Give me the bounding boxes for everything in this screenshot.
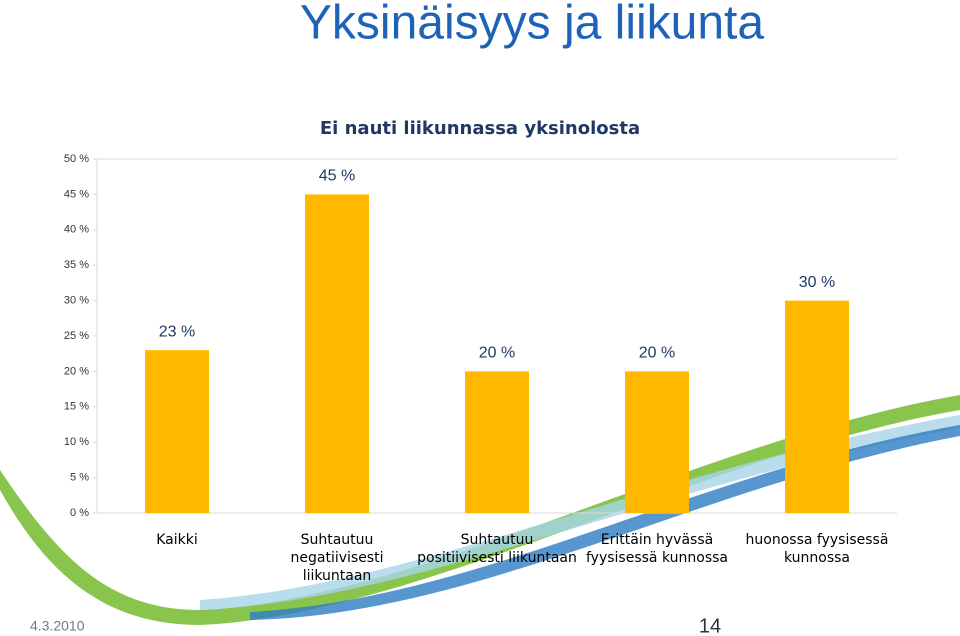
y-tick-label: 10 % [64,436,89,448]
x-tick-label: huonossa fyysisessä kunnossa [745,532,889,566]
bar [625,371,689,513]
y-tick-label: 5 % [70,472,89,484]
y-tick-label: 30 % [64,295,89,307]
slide-title: Yksinäisyys ja liikunta [300,0,764,50]
decor-swoosh-green [0,395,960,625]
chart-title: Ei nauti liikunnassa yksinolosta [320,118,640,139]
y-tick-label: 35 % [64,259,89,271]
y-tick-label: 25 % [64,330,89,342]
y-tick-label: 45 % [64,188,89,200]
value-label: 30 % [799,274,835,291]
bar [785,300,849,513]
value-label: 23 % [159,323,195,340]
value-label: 20 % [479,345,515,362]
x-tick-label: Kaikki [156,532,198,548]
x-tick-label: Suhtautuu positiivisesti liikuntaan [417,532,577,566]
y-tick-label: 40 % [64,224,89,236]
value-label: 45 % [319,168,355,185]
decor-swoosh-blue [250,425,960,620]
footer-date: 4.3.2010 [30,618,85,634]
y-tick-label: 15 % [64,401,89,413]
y-tick-label: 20 % [64,365,89,377]
page-number: 14 [699,615,721,636]
x-tick-label: Erittäin hyvässä fyysisessä kunnossa [586,532,728,566]
bar [465,371,529,513]
bar [305,194,369,513]
value-label: 20 % [639,345,675,362]
x-tick-label: Suhtautuu negatiivisesti liikuntaan [290,532,384,584]
y-tick-label: 0 % [70,507,89,519]
bar [145,350,209,513]
y-tick-label: 50 % [64,153,89,165]
